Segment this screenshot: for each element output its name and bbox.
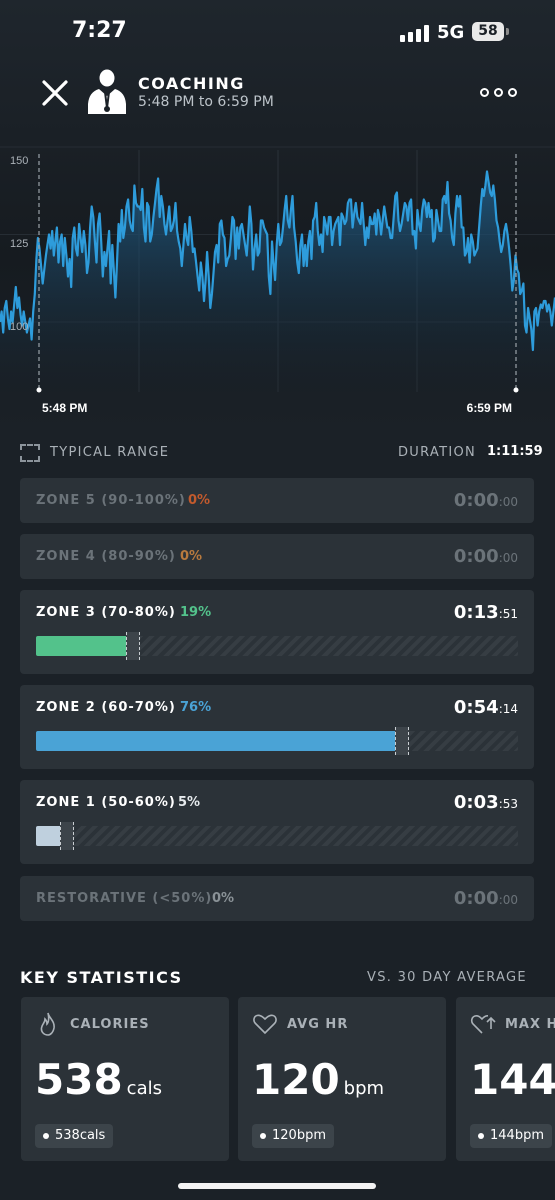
battery-icon: 58 — [472, 22, 504, 41]
zone-name: ZONE 1 (50-60%) — [36, 795, 176, 810]
zone-1-card[interactable]: ZONE 1 (50-60%) 5% 0:03:53 — [20, 780, 534, 864]
heart-rate-line — [0, 170, 555, 352]
zone-bar-track — [36, 632, 518, 660]
zone-name: ZONE 4 (80-90%) — [36, 549, 176, 564]
card-value: 538 cals — [35, 1055, 162, 1104]
signal-icon — [400, 24, 429, 42]
typical-range-marker — [125, 632, 140, 660]
zone-4-card[interactable]: ZONE 4 (80-90%) 0% 0:00:00 — [20, 534, 534, 579]
duration-label: DURATION — [398, 445, 477, 460]
typical-range-marker — [59, 822, 74, 850]
zone-time: 0:13:51 — [453, 602, 518, 623]
zone-name: ZONE 5 (90-100%) — [36, 493, 186, 508]
coach-icon — [88, 69, 126, 114]
card-label: AVG HR — [287, 1017, 349, 1032]
average-pill: 538cals — [35, 1124, 114, 1148]
zone-time: 0:03:53 — [453, 792, 518, 813]
zone-percent: 0% — [180, 549, 203, 564]
zone-percent: 0% — [188, 493, 211, 508]
max-hr-card[interactable]: MAX HR 144bpm 144bpm — [456, 997, 555, 1161]
heart-up-icon — [470, 1014, 496, 1034]
card-value: 144bpm — [470, 1055, 555, 1104]
y-tick-100: 100 — [10, 321, 28, 333]
y-tick-125: 125 — [10, 238, 28, 250]
battery-tip — [506, 28, 509, 35]
typical-range-label: TYPICAL RANGE — [50, 445, 170, 460]
typical-range-marker — [394, 727, 409, 755]
average-pill: 144bpm — [470, 1124, 552, 1148]
avg-hr-card[interactable]: AVG HR 120 bpm 120bpm — [238, 997, 446, 1161]
home-indicator[interactable] — [178, 1183, 376, 1189]
average-pill: 120bpm — [252, 1124, 334, 1148]
comparison-label[interactable]: VS. 30 DAY AVERAGE — [367, 970, 527, 985]
page-title: COACHING — [138, 74, 245, 93]
flame-icon — [40, 1012, 55, 1036]
close-icon[interactable] — [38, 76, 72, 110]
zone-name: ZONE 2 (60-70%) — [36, 700, 176, 715]
time-range: 5:48 PM to 6:59 PM — [138, 94, 274, 110]
status-time: 7:27 — [72, 18, 127, 43]
zone-3-card[interactable]: ZONE 3 (70-80%) 19% 0:13:51 — [20, 590, 534, 674]
card-label: MAX HR — [505, 1017, 555, 1032]
heart-rate-area — [0, 171, 555, 392]
zone-percent: 5% — [178, 795, 201, 810]
zone-bar-track — [36, 727, 518, 755]
start-marker-dot — [36, 387, 42, 393]
heart-icon — [253, 1014, 277, 1035]
restorative-zone-card[interactable]: RESTORATIVE (<50%) 0% 0:00:00 — [20, 876, 534, 921]
zone-name: ZONE 3 (70-80%) — [36, 605, 176, 620]
zone-percent: 0% — [212, 891, 235, 906]
end-marker-dot — [513, 387, 519, 393]
start-time-label: 5:48 PM — [42, 401, 87, 415]
zone-bar-track — [36, 822, 518, 850]
calories-card[interactable]: CALORIES 538 cals 538cals — [21, 997, 229, 1161]
card-value: 120 bpm — [252, 1055, 385, 1104]
zone-percent: 19% — [180, 605, 212, 620]
network-label: 5G — [437, 22, 465, 43]
typical-range-swatch — [20, 444, 40, 462]
card-label: CALORIES — [70, 1017, 150, 1032]
zone-time: 0:00:00 — [453, 546, 518, 567]
key-statistics-title: KEY STATISTICS — [20, 968, 183, 987]
more-options-icon[interactable] — [480, 82, 522, 102]
heart-rate-chart: 150 125 100 5:48 PM 6:59 PM — [0, 146, 555, 415]
zone-name: RESTORATIVE (<50%) — [36, 891, 213, 906]
zone-time: 0:00:00 — [453, 490, 518, 511]
y-tick-150: 150 — [10, 155, 28, 167]
zone-2-card[interactable]: ZONE 2 (60-70%) 76% 0:54:14 — [20, 685, 534, 769]
zone-time: 0:54:14 — [453, 697, 518, 718]
zone-bar-fill — [36, 826, 66, 846]
duration-value: 1:11:59 — [487, 444, 543, 459]
zone-percent: 76% — [180, 700, 212, 715]
zone-bar-fill — [36, 731, 401, 751]
end-time-label: 6:59 PM — [467, 401, 512, 415]
zone-bar-fill — [36, 636, 132, 656]
zone-5-card[interactable]: ZONE 5 (90-100%) 0% 0:00:00 — [20, 478, 534, 523]
zone-time: 0:00:00 — [453, 888, 518, 909]
